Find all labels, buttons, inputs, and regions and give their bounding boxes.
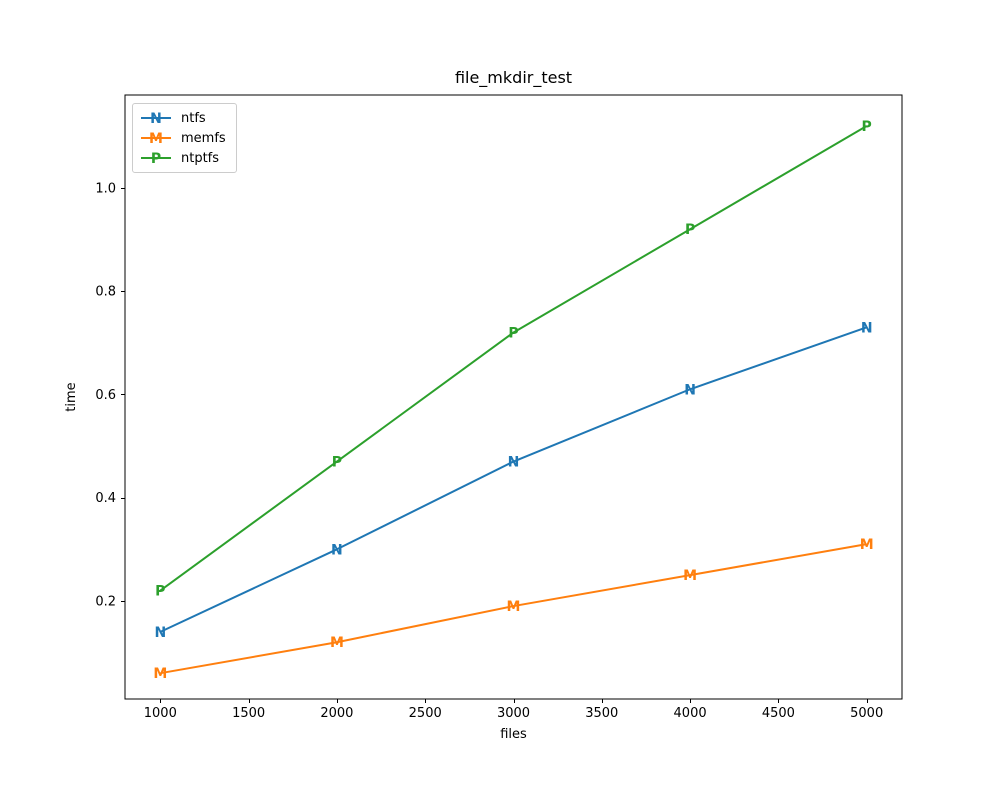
legend-marker: M xyxy=(149,131,163,145)
data-marker-memfs: M xyxy=(153,666,167,682)
data-marker-ntptfs: P xyxy=(155,584,165,600)
legend-line-sample: M xyxy=(141,131,171,145)
x-tick-label: 3000 xyxy=(497,706,530,721)
y-tick-label: 0.2 xyxy=(95,594,116,609)
y-axis-label: time xyxy=(64,382,79,412)
x-tick-label: 1000 xyxy=(144,706,177,721)
data-marker-ntfs: N xyxy=(508,455,520,471)
x-tick-label: 1500 xyxy=(232,706,265,721)
data-marker-memfs: M xyxy=(507,599,521,615)
x-tick-label: 4500 xyxy=(762,706,795,721)
x-tick-label: 2000 xyxy=(320,706,353,721)
series-line-ntptfs xyxy=(159,125,868,592)
series-line-ntfs xyxy=(159,326,868,633)
legend-label: memfs xyxy=(181,130,226,146)
x-tick-label: 2500 xyxy=(409,706,442,721)
x-tick-label: 4000 xyxy=(674,706,707,721)
chart-title: file_mkdir_test xyxy=(454,68,573,87)
y-tick-label: 0.4 xyxy=(95,491,116,506)
y-tick-label: 0.8 xyxy=(95,285,116,300)
legend-marker: N xyxy=(150,111,162,125)
x-tick-label: 3500 xyxy=(585,706,618,721)
data-marker-ntptfs: P xyxy=(685,222,695,238)
data-marker-ntfs: N xyxy=(331,542,343,558)
data-marker-ntfs: N xyxy=(684,382,696,398)
data-marker-memfs: M xyxy=(860,537,874,553)
legend-line-sample: N xyxy=(141,111,171,125)
x-axis-label: files xyxy=(500,727,527,742)
y-tick-label: 0.6 xyxy=(95,388,116,403)
data-marker-ntfs: N xyxy=(154,625,166,641)
y-tick-label: 1.0 xyxy=(95,181,116,196)
data-marker-ntptfs: P xyxy=(332,455,342,471)
data-marker-memfs: M xyxy=(683,568,697,584)
data-marker-ntfs: N xyxy=(861,320,873,336)
legend-label: ntptfs xyxy=(181,150,220,166)
data-marker-memfs: M xyxy=(330,635,344,651)
legend-line-sample: P xyxy=(141,151,171,165)
data-marker-ntptfs: P xyxy=(508,325,518,341)
data-marker-ntptfs: P xyxy=(862,119,872,135)
legend-marker: P xyxy=(151,151,161,165)
x-tick-label: 5000 xyxy=(850,706,883,721)
legend-label: ntfs xyxy=(181,110,206,126)
series-line-memfs xyxy=(160,543,867,675)
axes-spines xyxy=(124,94,903,700)
